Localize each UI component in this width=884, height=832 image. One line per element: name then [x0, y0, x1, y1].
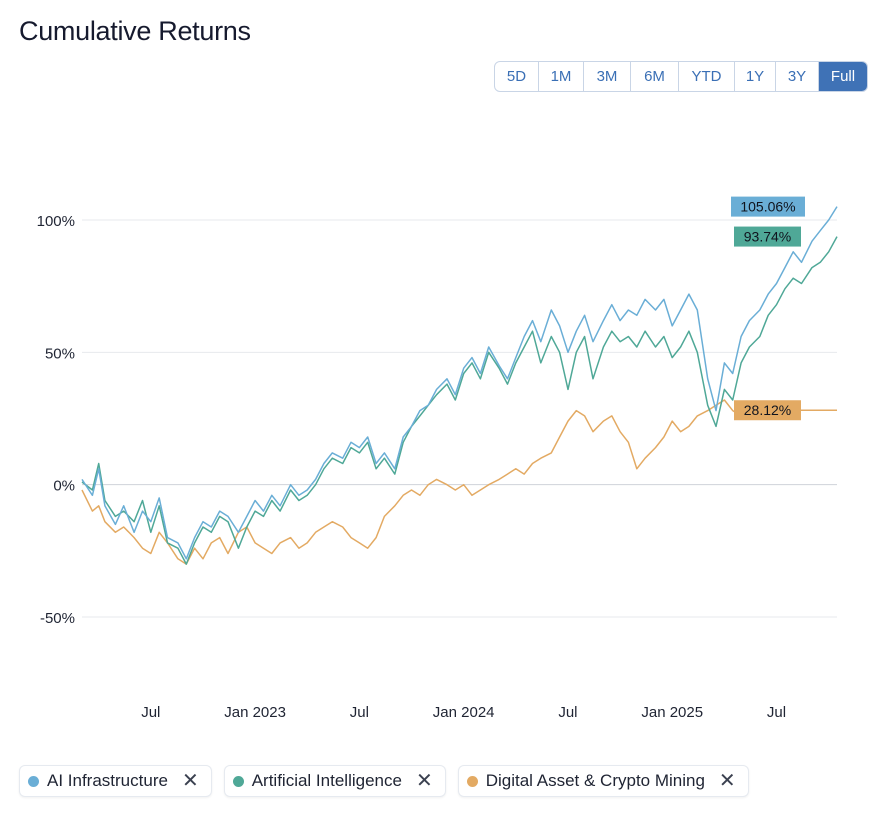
end-value-badge — [734, 400, 801, 421]
x-tick-label: Jan 2023 — [224, 704, 286, 721]
cumulative-returns-chart: 100% 50% 0% -50% Jul Jan 2023 Jul Jan 2024 Jul Ja… — [37, 196, 838, 721]
page-title: Cumulative Returns — [19, 16, 251, 46]
range-5d-button[interactable]: 5D — [495, 62, 539, 91]
range-full-button[interactable]: Full — [819, 62, 867, 91]
x-tick-label: Jul — [141, 704, 160, 721]
y-tick-label: 50% — [45, 345, 75, 362]
range-3y-button[interactable]: 3Y — [776, 62, 819, 91]
close-icon[interactable]: ✕ — [181, 770, 199, 792]
end-value-label: 105.06% — [731, 196, 805, 217]
range-1y-button[interactable]: 1Y — [735, 62, 776, 91]
close-icon[interactable]: ✕ — [718, 770, 736, 792]
close-icon[interactable]: ✕ — [415, 770, 433, 792]
legend-dot-icon — [466, 775, 478, 787]
end-value-badge — [731, 196, 805, 217]
legend-dot-icon — [28, 775, 39, 787]
series-line-artificial-intelligence — [81, 236, 838, 565]
y-tick-label: 100% — [37, 213, 75, 230]
end-value-label: 28.12% — [734, 400, 801, 421]
end-value-text: 93.74% — [744, 229, 791, 245]
x-tick-label: Jan 2024 — [433, 704, 495, 721]
legend-label: AI Infrastructure — [47, 771, 168, 790]
legend-label: Digital Asset & Crypto Mining — [485, 771, 705, 790]
y-tick-label: 0% — [53, 478, 75, 495]
end-value-label: 93.74% — [734, 226, 801, 247]
x-tick-label: Jul — [350, 704, 369, 721]
legend-chip-artificial-intelligence[interactable]: Artificial Intelligence ✕ — [223, 765, 446, 797]
legend-dot-icon — [232, 775, 244, 787]
end-value-badge — [734, 226, 801, 247]
x-tick-label: Jul — [558, 704, 577, 721]
range-selector: 5D 1M 3M 6M YTD 1Y 3Y Full — [494, 61, 868, 92]
end-value-text: 105.06% — [740, 199, 795, 215]
x-tick-label: Jan 2025 — [641, 704, 703, 721]
range-1m-button[interactable]: 1M — [539, 62, 584, 91]
x-tick-label: Jul — [767, 704, 786, 721]
series-line-digital-asset-crypto-mining — [81, 399, 837, 565]
range-6m-button[interactable]: 6M — [631, 62, 679, 91]
range-3m-button[interactable]: 3M — [584, 62, 631, 91]
legend-label: Artificial Intelligence — [251, 771, 402, 790]
end-value-text: 28.12% — [744, 402, 791, 418]
series-line-ai-infrastructure — [81, 206, 838, 560]
legend-chip-ai-infrastructure[interactable]: AI Infrastructure ✕ — [19, 765, 212, 797]
legend: AI Infrastructure ✕ Artificial Intellige… — [19, 765, 749, 797]
legend-chip-digital-asset-crypto-mining[interactable]: Digital Asset & Crypto Mining ✕ — [457, 765, 749, 797]
range-ytd-button[interactable]: YTD — [679, 62, 735, 91]
y-tick-label: -50% — [40, 610, 75, 627]
